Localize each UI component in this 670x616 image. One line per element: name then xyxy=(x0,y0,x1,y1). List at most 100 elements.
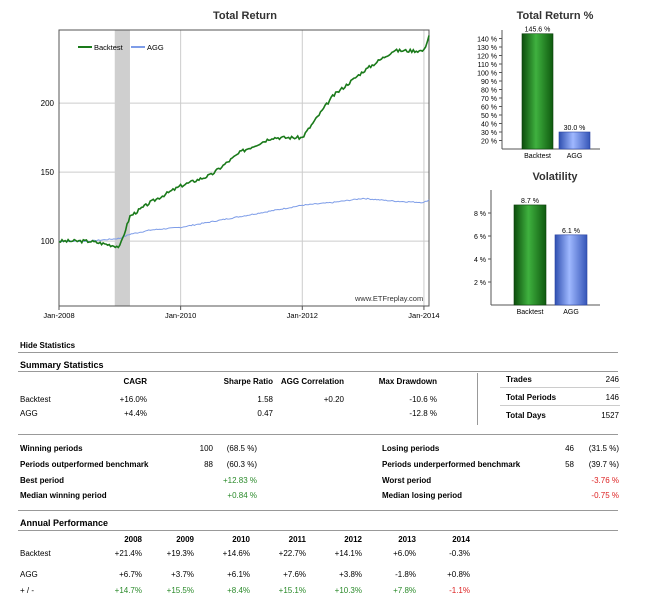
year-header-2008: 2008 xyxy=(124,535,142,544)
y-tick-label: 90 % xyxy=(481,79,497,86)
series-line-agg xyxy=(58,197,430,243)
winning-periods-pct: (68.5 %) xyxy=(226,444,257,453)
legend-agg: AGG xyxy=(147,43,164,52)
y-tick-label: 8 % xyxy=(474,211,486,218)
volatility-title: Volatility xyxy=(532,171,578,183)
y-tick-label: 100 xyxy=(41,237,55,246)
annual-cell: +15.5% xyxy=(166,586,194,595)
total-return-title: Total Return xyxy=(213,10,277,22)
bar-backtest xyxy=(521,33,554,150)
total-periods-value: 146 xyxy=(605,393,619,402)
median-winning-value: +0.84 % xyxy=(227,491,257,500)
y-tick-label: 6 % xyxy=(474,234,486,241)
annual-performance-title: Annual Performance xyxy=(20,518,109,528)
losing-periods-label: Losing periods xyxy=(382,444,440,453)
annual-row-label: AGG xyxy=(20,570,38,579)
y-tick-label: 40 % xyxy=(481,122,497,129)
total-return-pct-chart: 20 % 30 %40 % 50 %60 % 70 %80 % 90 %100 % 110… xyxy=(477,27,600,160)
annual-cell: +14.6% xyxy=(222,549,250,558)
annual-cell: +10.3% xyxy=(334,586,362,595)
annual-cell: +14.1% xyxy=(334,549,362,558)
best-period-label: Best period xyxy=(20,476,65,485)
bar-agg xyxy=(554,234,588,306)
header-drawdown: Max Drawdown xyxy=(378,377,437,386)
y-tick-label: 110 % xyxy=(478,62,497,69)
year-header-2012: 2012 xyxy=(344,535,362,544)
annual-cell: +19.3% xyxy=(166,549,194,558)
median-losing-value: -0.75 % xyxy=(591,491,619,500)
y-tick-label: 20 % xyxy=(481,139,497,146)
year-header-2011: 2011 xyxy=(288,535,306,544)
row-label-agg: AGG xyxy=(20,409,38,418)
y-tick-label: 80 % xyxy=(481,88,497,95)
x-tick-label: Jan-2010 xyxy=(165,311,196,320)
bar-agg xyxy=(558,131,591,150)
year-header-2014: 2014 xyxy=(452,535,470,544)
bar-label: 145.6 % xyxy=(525,27,551,34)
y-tick-label: 2 % xyxy=(474,280,486,287)
total-periods-label: Total Periods xyxy=(506,393,557,402)
y-tick-label: 30 % xyxy=(481,130,497,137)
annual-cell: +3.8% xyxy=(339,570,362,579)
chart-legend: Backtest AGG xyxy=(78,43,164,52)
winning-periods-count: 100 xyxy=(199,444,213,453)
header-cagr: CAGR xyxy=(123,377,147,386)
hide-statistics-link[interactable]: Hide Statistics xyxy=(20,341,76,350)
series-line-backtest xyxy=(58,35,430,249)
annual-row-label: Backtest xyxy=(20,549,51,558)
losing-periods-count: 46 xyxy=(565,444,574,453)
header-correlation: AGG Correlation xyxy=(280,377,344,386)
y-tick-label: 150 xyxy=(41,168,55,177)
y-tick-label: 4 % xyxy=(474,257,486,264)
recession-shade xyxy=(114,30,130,306)
annual-cell: +15.1% xyxy=(278,586,306,595)
worst-period-value: -3.76 % xyxy=(591,476,619,485)
underperformed-label: Periods underperformed benchmark xyxy=(382,460,521,469)
y-tick-label: 120 % xyxy=(477,54,497,61)
underperformed-count: 58 xyxy=(565,460,574,469)
bar-label: 6.1 % xyxy=(562,228,580,235)
y-tick-label: 50 % xyxy=(481,113,497,120)
sharpe-agg: 0.47 xyxy=(257,409,273,418)
total-days-value: 1527 xyxy=(601,411,619,420)
cagr-agg: +4.4% xyxy=(124,409,147,418)
annual-cell: +14.7% xyxy=(114,586,142,595)
corr-backtest: +0.20 xyxy=(323,395,344,404)
legend-backtest: Backtest xyxy=(94,43,124,52)
annual-cell: +22.7% xyxy=(278,549,306,558)
bar-backtest xyxy=(513,204,547,306)
bar-label: 30.0 % xyxy=(564,125,586,132)
watermark: www.ETFreplay.com xyxy=(354,294,423,303)
annual-cell: +3.7% xyxy=(171,570,194,579)
dd-agg: -12.8 % xyxy=(409,409,437,418)
year-header-2009: 2009 xyxy=(176,535,194,544)
annual-cell: +6.7% xyxy=(119,570,142,579)
total-days-label: Total Days xyxy=(506,411,546,420)
median-losing-label: Median losing period xyxy=(382,491,463,500)
plot-frame xyxy=(58,29,430,307)
median-winning-label: Median winning period xyxy=(20,491,107,500)
annual-cell: -1.8% xyxy=(395,570,416,579)
y-tick-label: 200 xyxy=(41,99,55,108)
losing-periods-pct: (31.5 %) xyxy=(588,444,619,453)
category-label: AGG xyxy=(567,153,583,160)
total-return-chart: 100 150 200 Jan-2008 Jan-2010 Jan-2012 Jan-20… xyxy=(41,29,440,320)
y-tick-label: 140 % xyxy=(477,37,497,44)
annual-cell: +6.1% xyxy=(227,570,250,579)
best-period-value: +12.83 % xyxy=(222,476,257,485)
row-label-backtest: Backtest xyxy=(20,395,51,404)
trades-label: Trades xyxy=(506,375,532,384)
y-tick-label: 60 % xyxy=(481,105,497,112)
x-tick-label: Jan-2008 xyxy=(43,311,74,320)
winning-periods-label: Winning periods xyxy=(20,444,83,453)
header-sharpe: Sharpe Ratio xyxy=(223,377,273,386)
volatility-chart: 2 % 4 % 6 % 8 % 8.7 % Backtest 6.1 % AGG xyxy=(474,190,600,316)
outperformed-label: Periods outperformed benchmark xyxy=(20,460,149,469)
category-label: Backtest xyxy=(524,153,551,160)
cagr-backtest: +16.0% xyxy=(119,395,147,404)
sharpe-backtest: 1.58 xyxy=(257,395,273,404)
annual-cell: +8.4% xyxy=(227,586,250,595)
outperformed-pct: (60.3 %) xyxy=(226,460,257,469)
category-label: AGG xyxy=(563,309,579,316)
y-tick-label: 130 % xyxy=(477,45,497,52)
